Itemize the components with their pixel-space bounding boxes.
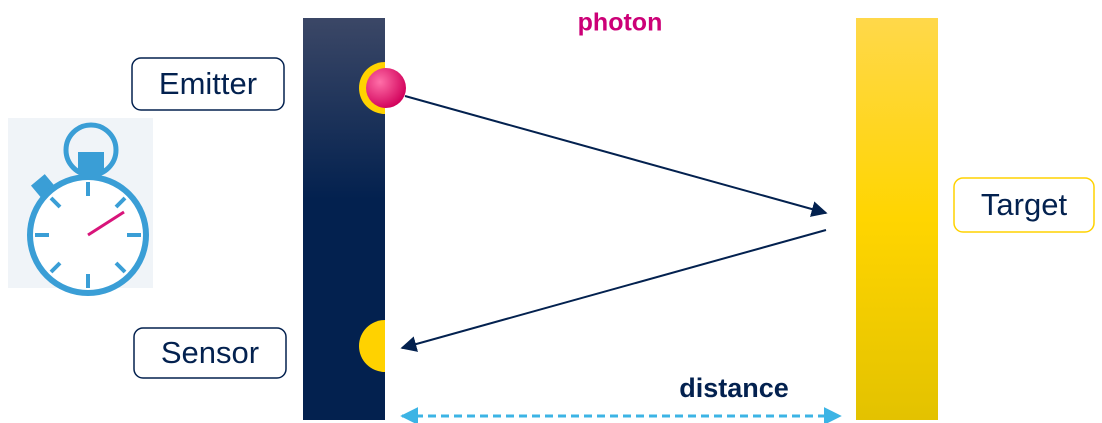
target-label: Target — [981, 187, 1068, 222]
photon — [366, 68, 406, 108]
outgoing-ray — [404, 95, 828, 217]
return-ray — [400, 229, 827, 352]
photon-label: photon — [578, 9, 663, 37]
target-box — [953, 177, 1095, 233]
emitter-label: Emitter — [159, 66, 257, 101]
sensor-box — [133, 327, 287, 379]
emitter-box — [131, 57, 285, 111]
stopwatch-icon — [8, 118, 153, 296]
target-wall — [856, 18, 938, 420]
distance-label: distance — [679, 373, 789, 403]
sensor-label: Sensor — [161, 335, 259, 370]
sensor-lens — [359, 320, 385, 372]
